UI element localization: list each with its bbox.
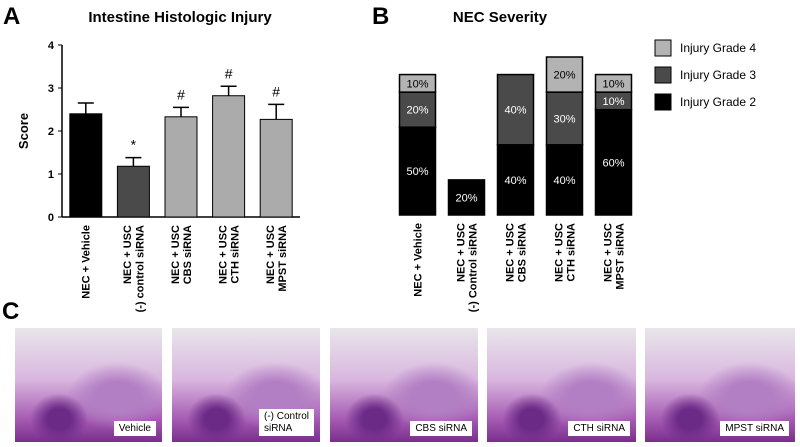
error-bar [173,106,189,117]
panel-label: C [2,298,20,325]
value-label: 20% [553,70,575,82]
bar-segment [398,91,437,128]
y-tick-label: 1 [48,169,54,181]
histology-image: MPST siRNA [645,328,795,442]
bar-segment [398,73,437,93]
bar-segment [594,73,633,93]
annotation: # [177,86,185,102]
y-axis-label: Score [16,113,31,149]
bar [259,118,293,218]
value-label: 20% [455,192,477,204]
histology-image: CTH siRNA [487,328,636,442]
value-label: 10% [602,96,624,108]
value-label: 10% [406,78,428,90]
value-label: 10% [602,78,624,90]
bar [69,113,103,218]
error-bar [268,103,285,120]
value-label: 40% [504,105,526,117]
value-label: 20% [406,105,428,117]
panel-label: B [372,3,389,30]
chart-title: Intestine Histologic Injury [88,9,272,26]
bar-segment [398,126,437,216]
y-tick-label: 0 [48,212,54,224]
annotation: # [225,65,233,81]
histology-image: Vehicle [15,328,162,442]
image-caption: (-) Control siRNA [258,409,314,436]
legend-swatch [654,66,672,84]
x-tick-label: NEC + USC(-) Control siRNA [455,223,479,312]
legend-label: Injury Grade 3 [680,68,756,82]
value-label: 40% [553,175,575,187]
legend-label: Injury Grade 2 [680,95,756,109]
bar [164,116,198,218]
bar-segment [447,179,486,216]
x-tick-label: NEC + USC(-) control siRNA [122,225,146,312]
bar-segment [594,108,633,216]
histology-image: (-) Control siRNA [172,328,320,442]
image-caption: CBS siRNA [410,420,472,436]
y-tick-label: 4 [48,40,55,52]
image-caption: CTH siRNA [568,420,630,436]
legend-swatch [654,93,672,111]
x-tick-label: NEC + Vehicle [81,225,93,299]
x-tick-label: NEC + Vehicle [412,223,424,297]
bar-segment [545,91,584,146]
annotation: * [131,137,137,153]
annotation: # [272,83,280,99]
x-tick-label: NEC + USCCBS siRNA [504,223,528,282]
bar [212,95,246,218]
legend-swatch [654,39,672,57]
y-tick-label: 2 [48,126,54,138]
value-label: 50% [406,166,428,178]
error-bar [220,85,237,96]
bar [116,165,150,218]
x-tick-label: NEC + USCCTH siRNA [217,225,241,284]
histology-image: CBS siRNA [330,328,478,442]
value-label: 40% [504,175,526,187]
value-label: 60% [602,157,624,169]
charts: A Intestine Histologic Injury Score 0 1 2 3 4 NE… [3,3,756,312]
x-tick-label: NEC + USCCBS siRNA [170,225,194,284]
bar-segment [496,144,535,216]
bar-segment [496,73,535,146]
x-tick-label: NEC + USCCTH siRNA [553,223,577,282]
bar-segment [545,56,584,93]
x-tick-label: NEC + USCMPST siRNA [265,225,289,292]
chart-title: NEC Severity [453,9,548,26]
value-label: 30% [553,113,575,125]
image-caption: Vehicle [113,420,156,436]
panel-label: A [3,3,20,30]
x-tick-label: NEC + USCMPST siRNA [602,223,626,290]
bar-segment [545,144,584,216]
image-caption: MPST siRNA [720,420,789,436]
error-bar [125,156,142,167]
error-bar [77,102,94,114]
legend-label: Injury Grade 4 [680,41,756,55]
y-tick-label: 3 [48,83,54,95]
